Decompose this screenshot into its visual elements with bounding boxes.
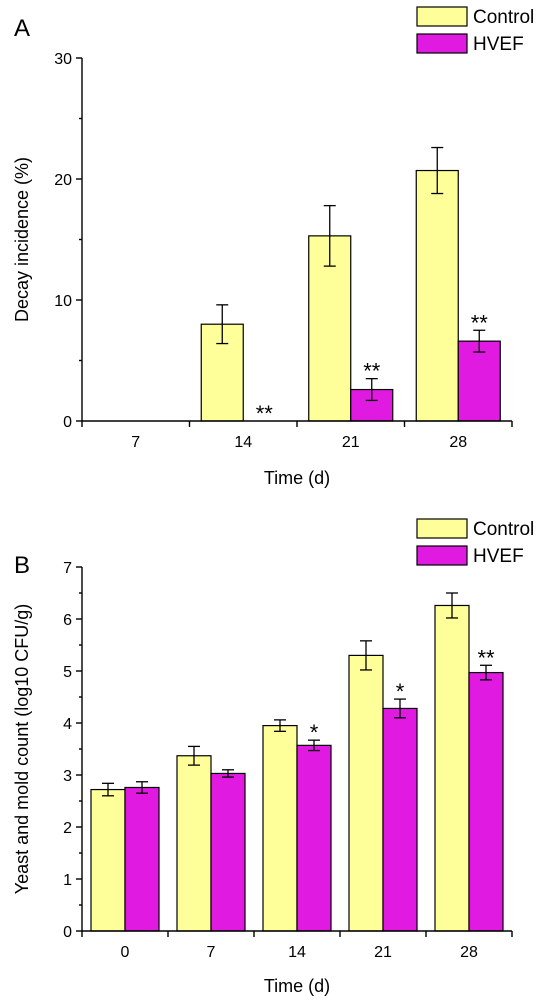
y-axis-label: Yeast and mold count (log10 CFU/g)	[12, 604, 32, 895]
legend-label-control: Control	[473, 7, 534, 28]
x-tick-label: 7	[131, 434, 140, 451]
bar-control-0	[90, 788, 126, 932]
error-bar-hvef-7	[222, 769, 234, 778]
x-tick-label: 14	[288, 944, 306, 961]
legend: Control HVEF	[416, 518, 534, 567]
legend-label-control: Control	[473, 519, 534, 540]
legend-swatch-control	[416, 518, 468, 539]
x-axis-label: Time (d)	[264, 468, 330, 488]
error-bar-control-0	[102, 782, 114, 797]
bar-control-21	[348, 654, 384, 932]
error-bar-control-21	[323, 204, 336, 267]
significance-mark: *	[396, 679, 405, 704]
x-tick-label: 28	[460, 944, 478, 961]
error-bar-hvef-0	[136, 781, 148, 794]
legend-label-hvef: HVEF	[473, 546, 524, 567]
significance-mark: *	[310, 720, 319, 745]
error-bar-control-28	[446, 592, 458, 619]
bar-control-28	[434, 604, 470, 932]
bar-control-14	[262, 724, 298, 932]
y-tick-label: 0	[63, 924, 72, 941]
bar-hvef-0	[124, 786, 160, 932]
bar-hvef-28	[468, 671, 504, 932]
y-tick-label: 1	[63, 872, 72, 889]
error-bar-hvef-21	[394, 698, 406, 719]
error-bar-hvef-21	[365, 377, 378, 402]
bar-control-28	[415, 169, 459, 422]
panel-letter: B	[14, 552, 30, 579]
y-tick-label: 5	[63, 664, 72, 681]
error-bar-control-14	[274, 719, 286, 732]
legend-swatch-hvef	[416, 33, 468, 54]
significance-mark: **	[477, 645, 495, 670]
x-axis-label: Time (d)	[264, 976, 330, 996]
y-tick-label: 7	[63, 560, 72, 577]
significance-mark: **	[471, 310, 489, 335]
y-tick-label: 20	[54, 172, 72, 189]
y-axis-label: Decay incidence (%)	[12, 157, 32, 322]
error-bar-control-21	[360, 640, 372, 671]
x-tick-label: 21	[342, 434, 360, 451]
bar-hvef-14	[296, 744, 332, 932]
significance-mark: **	[256, 401, 274, 426]
x-tick-label: 21	[374, 944, 392, 961]
legend: Control HVEF	[416, 6, 534, 55]
x-tick-label: 0	[121, 944, 130, 961]
y-tick-label: 2	[63, 820, 72, 837]
error-bar-control-7	[188, 745, 200, 766]
error-bar-control-14	[216, 304, 229, 345]
legend-label-hvef: HVEF	[473, 34, 524, 55]
panel-letter: A	[14, 15, 30, 42]
error-bar-hvef-28	[480, 664, 492, 681]
chart-panel-a: A ** ** ** 0 10 20 30 7 14 21 28 Time (d) Decay incid…	[12, 6, 534, 488]
error-bar-hvef-14	[308, 739, 320, 752]
legend-swatch-control	[416, 6, 468, 27]
x-tick-label: 7	[207, 944, 216, 961]
y-tick-label: 6	[63, 612, 72, 629]
y-tick-label: 3	[63, 768, 72, 785]
significance-mark: **	[363, 359, 381, 384]
error-bar-hvef-28	[473, 329, 486, 353]
y-tick-label: 10	[54, 293, 72, 310]
bar-control-7	[176, 755, 212, 932]
y-tick-label: 30	[54, 51, 72, 68]
y-tick-label: 4	[63, 716, 72, 733]
x-tick-label: 14	[234, 434, 252, 451]
bar-hvef-21	[382, 707, 418, 932]
bar-hvef-7	[210, 772, 246, 932]
y-tick-label: 0	[63, 414, 72, 431]
legend-swatch-hvef	[416, 545, 468, 566]
bar-hvef-28	[457, 340, 501, 422]
x-tick-label: 28	[449, 434, 467, 451]
error-bar-control-28	[431, 146, 444, 195]
